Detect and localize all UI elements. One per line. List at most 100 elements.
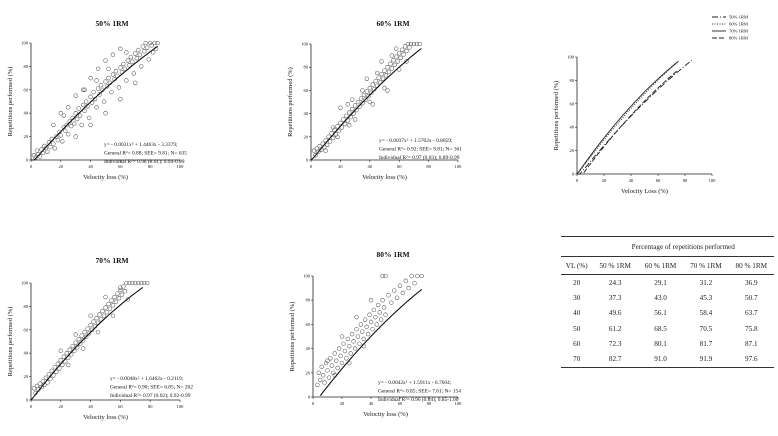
table-col-header: 50 % 1RM	[592, 256, 638, 275]
x-tick-label: 20	[340, 401, 345, 406]
scatter-point	[330, 135, 336, 141]
table-cell: 70	[561, 351, 593, 368]
y-tick-label: 100	[21, 41, 29, 46]
scatter-point	[360, 88, 365, 93]
fit-annotation: y= - 0.0048x² + 1.6462x - 0.2119;	[110, 376, 184, 382]
fit-annotation: y= - 0.0031x² + 1.4463x - 3.3379;	[104, 142, 178, 148]
scatter-point	[118, 287, 123, 293]
table-row: 50 61.2 68.5 70.5 75.8	[561, 321, 774, 336]
scatter-point	[389, 300, 394, 305]
scatter-point	[392, 288, 397, 293]
scatter-point	[136, 280, 141, 286]
x-tick-label: 20	[59, 404, 64, 409]
scatter-point	[397, 51, 402, 56]
scatter-point	[88, 322, 93, 328]
scatter-point	[145, 45, 150, 50]
scatter-point	[414, 41, 420, 47]
scatter-point	[42, 143, 47, 149]
x-tick-label: 80	[148, 404, 153, 409]
y-tick-label: 80	[24, 304, 29, 309]
scatter-point	[348, 351, 353, 356]
table-cell: 20	[573, 278, 581, 287]
table-cell: 50	[573, 324, 581, 333]
scatter-point	[358, 96, 364, 101]
x-axis-label: Velocity loss (%)	[83, 174, 128, 181]
scatter-point	[364, 76, 370, 81]
x-tick-label: 40	[88, 404, 93, 409]
table-group-header: Percentage of repetitions performed	[592, 236, 774, 257]
scatter-point	[125, 297, 131, 302]
scatter-point	[366, 94, 371, 99]
scatter-point	[97, 92, 102, 97]
table-row: 20 24.3 29.1 31.2 36.9	[561, 275, 774, 291]
fit-annotation: General R²= 0.90; SEE= 6.85; N= 262	[110, 385, 193, 391]
scatter-point	[82, 87, 87, 92]
scatter-point	[376, 302, 381, 308]
x-tick-label: 0	[310, 164, 313, 169]
x-tick-label: 20	[59, 164, 64, 169]
x-tick-label: 100	[455, 401, 463, 406]
y-axis-label: Repetitions performed (%)	[7, 307, 14, 377]
scatter-point	[83, 99, 89, 104]
scatter-point	[325, 358, 330, 363]
scatter-point	[61, 113, 66, 118]
scatter-point	[73, 332, 78, 337]
scatter-point	[66, 105, 71, 110]
scatter-point	[133, 280, 138, 286]
scatter-point	[52, 365, 58, 370]
scatter-point	[101, 99, 107, 104]
x-tick-label: 100	[177, 404, 185, 409]
x-tick-label: 60	[118, 164, 123, 169]
scatter-point	[95, 86, 101, 91]
scatter-point	[143, 40, 148, 46]
scatter-point	[338, 120, 343, 126]
chart-title: 70% 1RM	[95, 256, 128, 265]
scatter-point	[145, 280, 150, 286]
scatter-point	[91, 89, 96, 95]
scatter-point	[333, 132, 339, 137]
x-tick-label: 100	[177, 164, 185, 169]
scatter-point	[383, 273, 388, 279]
scatter-point	[386, 293, 391, 298]
scatter-point	[37, 381, 43, 386]
scatter-point	[315, 382, 320, 388]
scatter-point	[404, 59, 409, 64]
scatter-point	[403, 278, 408, 284]
fit-annotation: Individual R²= 0.97 (0.02); 0.92-0.99	[110, 392, 191, 399]
x-tick-label: 0	[576, 178, 579, 183]
scatter-point	[49, 368, 55, 373]
scatter-point	[406, 285, 411, 291]
x-tick-label: 40	[88, 164, 93, 169]
scatter-point	[137, 52, 142, 57]
chart-title: 80% 1RM	[376, 250, 409, 259]
scatter-point	[43, 375, 49, 380]
scatter-point	[73, 340, 78, 345]
series-line	[583, 69, 679, 173]
scatter-point	[142, 49, 147, 54]
scatter-point	[80, 346, 86, 351]
scatter-point	[122, 66, 128, 71]
chart-title: 50% 1RM	[95, 19, 128, 28]
table-row: 60 72.3 80.1 81.7 87.1	[561, 336, 774, 351]
scatter-point	[61, 354, 66, 359]
scatter-point	[67, 347, 72, 352]
scatter-point	[58, 133, 63, 138]
scatter-point	[331, 370, 336, 375]
fit-annotation: Individual R²= 0.98 (0.01); 0.94-0.99	[104, 158, 185, 165]
scatter-point	[139, 280, 144, 286]
scatter-point	[378, 317, 384, 322]
scatter-point	[338, 105, 343, 110]
scatter-point	[146, 57, 151, 62]
scatter-point	[106, 75, 111, 81]
scatter-point	[103, 79, 108, 84]
fit-annotation: General R²= 0.88; SEE= 9.81; N= 635	[104, 151, 187, 157]
chart-title: 60% 1RM	[376, 19, 409, 28]
scatter-point	[33, 155, 38, 160]
scatter-point	[131, 71, 136, 76]
scatter-point	[394, 46, 399, 51]
chart-panel: 0 20 40 60 80 100 0 20 40 60 80 100 Velocity loss (%…	[289, 250, 462, 418]
scatter-point	[94, 78, 99, 83]
x-tick-label: 80	[683, 178, 688, 183]
scatter-point	[128, 54, 134, 60]
